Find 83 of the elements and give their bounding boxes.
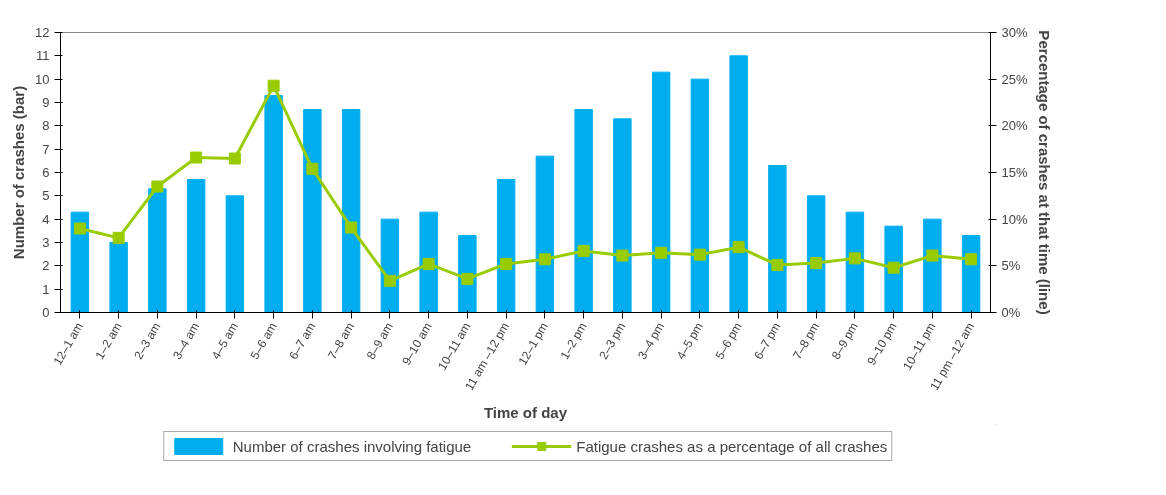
x-tick-label: 5–6 am [247,319,280,362]
bar [264,95,283,313]
point [538,253,551,266]
bar [225,195,245,313]
bar [574,109,593,313]
x-tick-label: 6–7 am [286,319,319,362]
y-tick-label: 9 [42,95,50,110]
point [151,180,164,193]
bar [109,242,128,313]
point [306,162,319,175]
bar [768,165,787,313]
y-tick-label: 4 [42,211,50,227]
bar [729,55,748,313]
point [616,249,629,262]
point [228,152,241,165]
point [655,246,668,259]
y-tick-label: 1 [42,281,50,297]
bar [70,211,90,313]
bar [341,109,361,313]
point [577,244,590,257]
point [771,258,784,271]
bar [613,118,632,313]
point [732,241,745,254]
point [848,252,861,265]
y-tick-label: 8 [42,118,50,134]
x-tick-label: 8–9 am [363,319,396,362]
bar [535,155,555,313]
point [112,231,125,244]
y-tick-label: 5 [42,188,50,204]
point [190,151,203,164]
x-tick-label: 2–3 pm [596,319,629,362]
point [965,253,978,266]
x-tick-label: 3–4 am [170,319,203,362]
y2-tick-label: 20% [1001,118,1028,134]
point [73,222,86,235]
x-tick-label: 8–9 pm [828,319,861,362]
point [926,249,939,262]
y2-tick-label: 5% [1001,258,1021,274]
y2-axis-title: Percentage of crashes at that time (line) [1035,30,1053,315]
y-tick-label: 0 [42,305,50,320]
bar [186,179,206,313]
point [461,272,474,285]
y2-tick-label: 30% [1001,25,1028,40]
bar [496,179,516,313]
bar [806,195,826,313]
y2-tick-label: 10% [1001,211,1028,227]
y2-tick-label: 0% [1001,305,1021,320]
y-tick-label: 12 [35,25,50,40]
bar [148,188,167,313]
point [693,248,706,261]
point [887,261,900,274]
point [422,257,435,270]
y2-tick-label: 15% [1001,165,1028,180]
bar [651,71,671,313]
x-tick-label: 7–8 pm [790,319,823,362]
x-tick-label: 1–2 am [92,319,125,362]
legend-label: Fatigue crashes as a percentage of all crashes [576,437,888,455]
x-tick-label: 2–3 am [131,319,164,362]
bar [845,211,865,313]
legend-label: Number of crashes involving fatigue [232,437,472,455]
x-axis-title: Time of day [483,404,568,422]
y-tick-label: 6 [42,165,50,180]
x-tick-label: 3–4 pm [635,319,668,362]
bar [303,109,322,313]
x-tick-label: 7–8 am [325,319,358,362]
y-tick-label: 11 [36,48,50,64]
y-tick-label: 2 [42,258,50,274]
point [267,79,280,92]
y-tick-label: 7 [42,141,50,157]
x-tick-label: 6–7 pm [751,319,784,362]
y-tick-label: 3 [42,235,50,250]
point [810,257,823,270]
y-tick-label: 10 [35,71,50,87]
x-tick-label: 4–5 pm [673,319,706,362]
x-tick-label: 5–6 pm [712,319,745,362]
x-tick-label: 1–2 pm [557,319,590,362]
point [500,257,513,270]
point [383,274,396,287]
x-tick-label: 4–5 am [208,319,241,362]
y2-tick-label: 25% [1001,71,1028,87]
y-axis-title: Number of crashes (bar) [10,85,28,260]
bar [690,78,710,313]
point [345,221,358,234]
